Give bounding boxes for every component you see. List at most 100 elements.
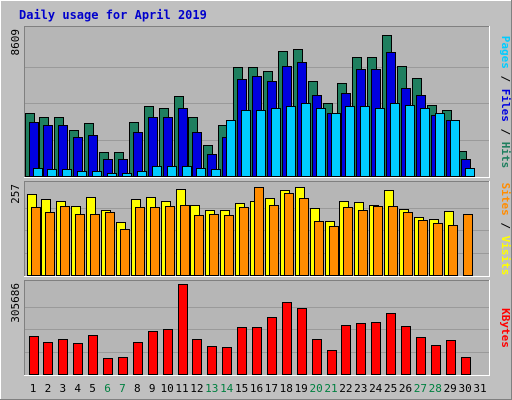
bar-sites-day-23 xyxy=(358,210,368,276)
chart-panels: 8609 Pages / Files / Hits 257 Sites / Visit… xyxy=(9,26,512,376)
bar-pages-day-13 xyxy=(211,169,221,177)
axis-series-label-part: Sites xyxy=(499,183,512,216)
bar-kbytes-day-2 xyxy=(43,342,53,375)
day-label-23: 23 xyxy=(354,382,367,395)
bar-kbytes-day-11 xyxy=(178,284,188,375)
bar-sites-day-26 xyxy=(403,212,413,276)
bar-kbytes-day-14 xyxy=(222,347,232,375)
bar-sites-day-20 xyxy=(314,221,324,276)
bar-pages-day-1 xyxy=(33,168,43,177)
bar-sites-day-15 xyxy=(239,207,249,276)
bar-sites-day-9 xyxy=(150,207,160,276)
bar-kbytes-day-23 xyxy=(356,323,366,375)
bar-kbytes-day-24 xyxy=(371,322,381,375)
bar-sites-day-30 xyxy=(463,214,473,276)
bar-sites-day-4 xyxy=(75,214,85,276)
bar-kbytes-day-21 xyxy=(327,350,337,375)
bar-kbytes-day-18 xyxy=(282,302,292,375)
bar-pages-day-4 xyxy=(77,171,87,177)
day-label-18: 18 xyxy=(280,382,293,395)
axis-max-label: 8609 xyxy=(9,29,22,56)
bar-kbytes-day-9 xyxy=(148,331,158,375)
bar-pages-day-16 xyxy=(256,110,266,177)
day-label-20: 20 xyxy=(309,382,322,395)
axis-series-label-part: Hits xyxy=(499,142,512,169)
bar-sites-day-24 xyxy=(373,206,383,276)
bar-pages-day-9 xyxy=(152,166,162,177)
bar-pages-day-2 xyxy=(47,169,57,177)
bar-kbytes-day-1 xyxy=(29,336,39,375)
bar-kbytes-day-22 xyxy=(341,325,351,375)
bar-kbytes-day-30 xyxy=(461,357,471,375)
axis-series-label-part: Pages xyxy=(499,36,512,69)
bar-kbytes-day-15 xyxy=(237,327,247,375)
day-label-1: 1 xyxy=(30,382,37,395)
day-label-28: 28 xyxy=(429,382,442,395)
bar-sites-day-6 xyxy=(105,212,115,276)
axis-max-label: 305686 xyxy=(9,283,22,323)
bar-pages-day-23 xyxy=(360,106,370,177)
bar-files-day-3 xyxy=(58,125,68,177)
axis-series-label-part: Visits xyxy=(499,236,512,276)
bar-pages-day-17 xyxy=(271,108,281,177)
bar-pages-day-21 xyxy=(331,113,341,177)
bar-pages-day-8 xyxy=(137,171,147,177)
bar-sites-day-13 xyxy=(209,214,219,276)
bar-sites-day-8 xyxy=(135,207,145,276)
bar-kbytes-day-28 xyxy=(431,345,441,375)
day-label-10: 10 xyxy=(160,382,173,395)
day-label-30: 30 xyxy=(458,382,471,395)
bar-sites-day-16 xyxy=(254,187,264,276)
bar-pages-day-5 xyxy=(92,171,102,177)
bar-pages-day-10 xyxy=(167,166,177,177)
bar-sites-day-11 xyxy=(180,205,190,276)
bar-kbytes-day-12 xyxy=(192,339,202,375)
day-label-9: 9 xyxy=(149,382,156,395)
axis-max-label: 257 xyxy=(9,184,22,204)
bar-sites-day-29 xyxy=(448,225,458,276)
day-label-5: 5 xyxy=(89,382,96,395)
day-label-7: 7 xyxy=(119,382,126,395)
bar-kbytes-day-6 xyxy=(103,358,113,375)
day-label-15: 15 xyxy=(235,382,248,395)
series-sites xyxy=(31,187,473,276)
series-kbytes xyxy=(29,284,471,375)
bar-kbytes-day-16 xyxy=(252,327,262,375)
bar-sites-day-1 xyxy=(31,207,41,276)
day-label-17: 17 xyxy=(265,382,278,395)
bar-kbytes-day-8 xyxy=(133,342,143,375)
day-label-12: 12 xyxy=(190,382,203,395)
day-label-2: 2 xyxy=(45,382,52,395)
bar-sites-day-28 xyxy=(433,223,443,276)
axis-series-label-part: / xyxy=(499,69,512,89)
day-label-8: 8 xyxy=(134,382,141,395)
bar-pages-day-19 xyxy=(301,103,311,177)
bar-pages-day-30 xyxy=(465,168,475,177)
bar-sites-day-10 xyxy=(165,206,175,276)
bar-pages-day-11 xyxy=(182,166,192,177)
day-labels: 1 2 3 4 5 6 7 8 9 10 11 12 13 14 15 16 17 18 19 20 21 22 23 24 2… xyxy=(30,382,487,395)
bar-sites-day-21 xyxy=(329,226,339,276)
bar-sites-day-18 xyxy=(284,193,294,276)
bar-kbytes-day-20 xyxy=(312,339,322,375)
chart-title: Daily usage for April 2019 xyxy=(19,8,207,22)
day-label-29: 29 xyxy=(444,382,457,395)
bar-kbytes-day-4 xyxy=(73,343,83,375)
bar-files-day-8 xyxy=(133,132,143,177)
bar-pages-day-28 xyxy=(435,113,445,177)
series-pages xyxy=(33,103,475,177)
bar-pages-day-22 xyxy=(345,106,355,177)
bar-files-day-2 xyxy=(43,125,53,177)
bar-sites-day-27 xyxy=(418,220,428,276)
bar-pages-day-25 xyxy=(390,103,400,177)
bar-kbytes-day-26 xyxy=(401,326,411,375)
bar-kbytes-day-19 xyxy=(297,308,307,375)
day-label-11: 11 xyxy=(175,382,188,395)
day-label-6: 6 xyxy=(104,382,111,395)
day-label-25: 25 xyxy=(384,382,397,395)
bar-pages-day-14 xyxy=(226,120,236,177)
bar-kbytes-day-5 xyxy=(88,335,98,375)
day-label-22: 22 xyxy=(339,382,352,395)
bar-pages-day-27 xyxy=(420,108,430,177)
